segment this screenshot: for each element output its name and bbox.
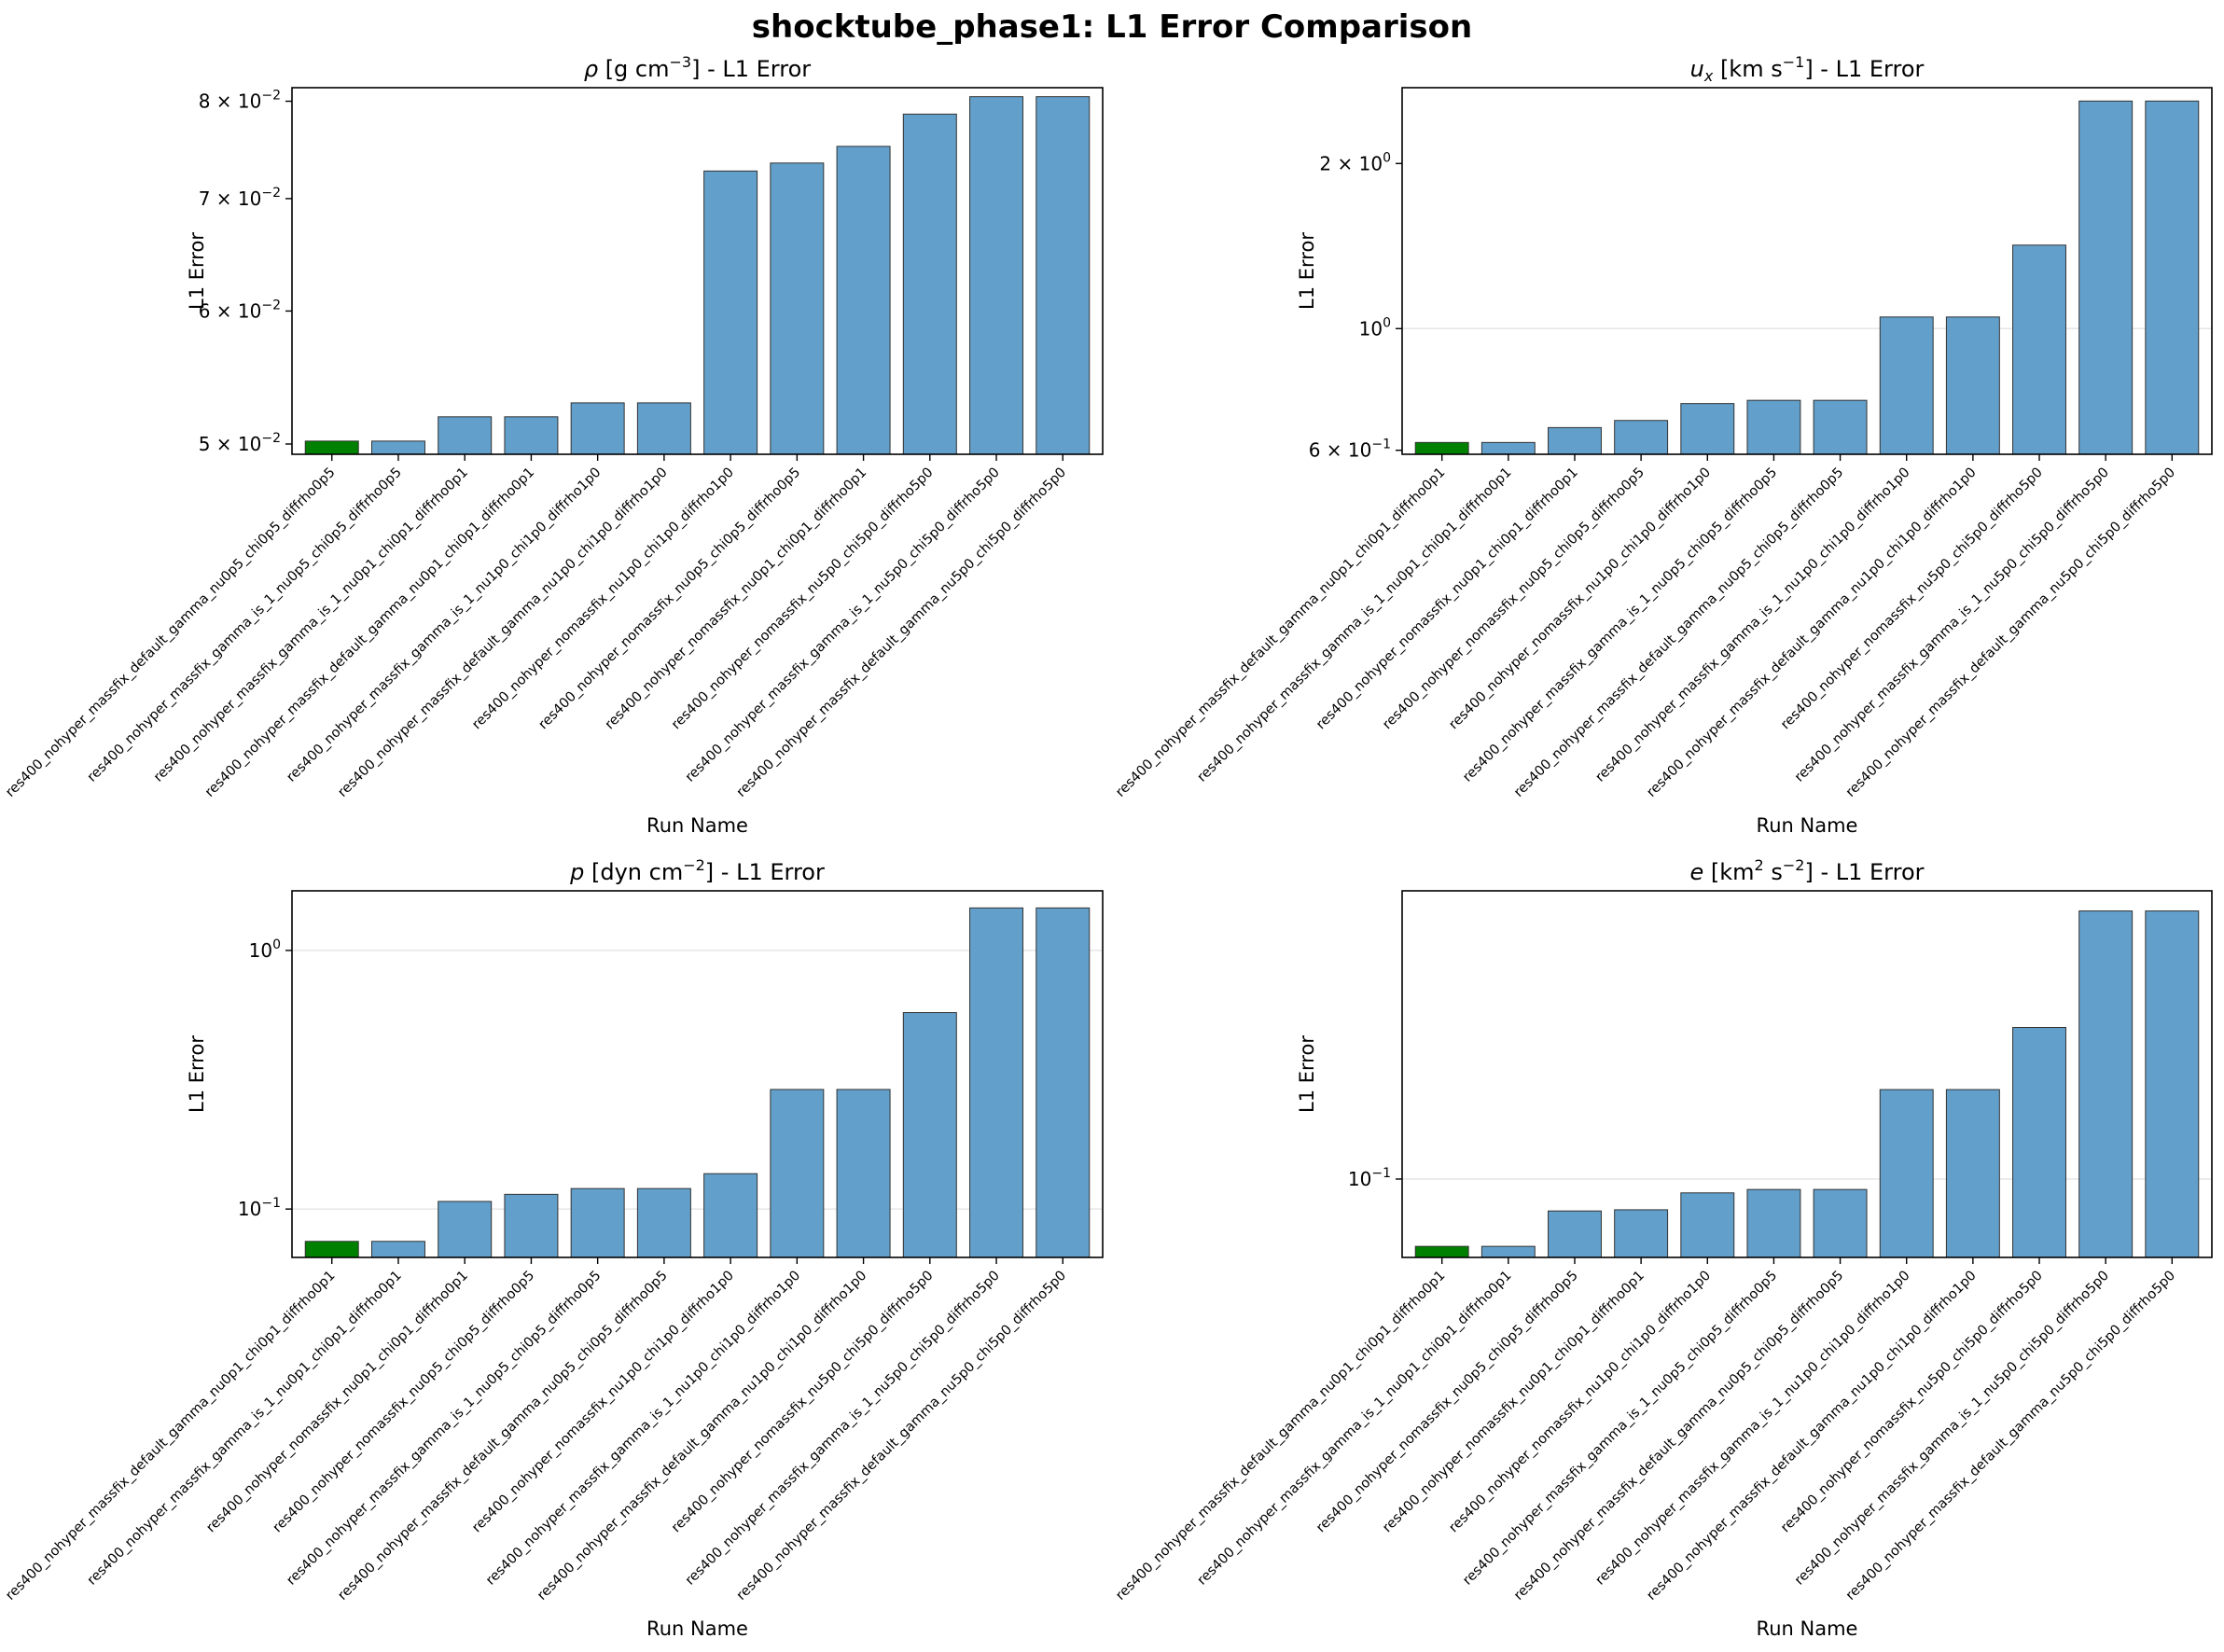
y-tick-label: 100 — [249, 937, 281, 962]
bar-1 — [304, 1241, 359, 1258]
bar-4 — [1614, 420, 1669, 455]
bar-4 — [504, 416, 559, 455]
bar-10 — [902, 1012, 957, 1258]
bar-9 — [836, 146, 891, 455]
bar-8 — [1879, 1089, 1934, 1258]
axes-frame — [291, 890, 1104, 1258]
bar-3 — [438, 1201, 493, 1258]
subplot-title: e [km2 s−2] - L1 Error — [1689, 856, 1924, 885]
bar-10 — [902, 113, 957, 455]
y-tick-label: 5 × 10−2 — [199, 431, 281, 455]
bar-9 — [1945, 316, 2000, 455]
axes-frame — [1401, 890, 2213, 1258]
bar-1 — [304, 440, 359, 455]
bar-7 — [703, 170, 758, 455]
y-tick-label: 2 × 100 — [1319, 150, 1391, 174]
bar-6 — [636, 1187, 691, 1258]
bar-2 — [370, 1241, 425, 1258]
bar-6 — [1746, 399, 1801, 455]
y-tick-label: 7 × 10−2 — [199, 186, 281, 210]
bar-5 — [1680, 403, 1735, 455]
bar-8 — [770, 162, 825, 455]
y-tick-label: 8 × 10−2 — [199, 89, 281, 113]
bar-10 — [2012, 244, 2066, 455]
bar-12 — [1036, 907, 1091, 1258]
bar-3 — [1548, 426, 1602, 455]
bar-7 — [1813, 1188, 1868, 1258]
bar-7 — [1813, 399, 1868, 455]
y-axis-label: L1 Error — [186, 1035, 208, 1113]
x-axis-label: Run Name — [646, 1617, 748, 1640]
bar-4 — [1614, 1209, 1669, 1258]
subplot-title: p [dyn cm−2] - L1 Error — [569, 856, 825, 885]
y-axis-label: L1 Error — [1296, 1035, 1318, 1113]
x-axis-label: Run Name — [646, 814, 748, 837]
y-tick-label: 10−1 — [238, 1196, 281, 1220]
y-axis-label: L1 Error — [186, 232, 208, 310]
bar-6 — [1746, 1188, 1801, 1258]
bar-11 — [969, 907, 1024, 1258]
bar-5 — [1680, 1192, 1735, 1258]
bar-9 — [1945, 1089, 2000, 1258]
bar-3 — [438, 416, 493, 455]
bar-7 — [703, 1173, 758, 1258]
bar-4 — [504, 1193, 559, 1258]
subplot-title: ux [km s−1] - L1 Error — [1690, 53, 1925, 85]
y-tick-label: 6 × 10−1 — [1309, 437, 1391, 462]
bar-2 — [370, 440, 425, 455]
y-axis-label: L1 Error — [1296, 232, 1318, 310]
bar-6 — [636, 402, 691, 455]
bar-9 — [836, 1089, 891, 1258]
bar-11 — [2078, 910, 2134, 1258]
bar-3 — [1548, 1210, 1602, 1258]
bar-5 — [570, 1187, 625, 1258]
y-tick-label: 6 × 10−2 — [199, 298, 281, 322]
bar-8 — [770, 1089, 825, 1258]
y-tick-label: 10−1 — [1348, 1166, 1391, 1190]
x-axis-label: Run Name — [1757, 1617, 1858, 1640]
bar-12 — [1036, 96, 1091, 455]
bar-11 — [2078, 100, 2134, 455]
bar-2 — [1480, 1245, 1536, 1258]
x-axis-label: Run Name — [1757, 814, 1858, 837]
bar-10 — [2012, 1027, 2066, 1258]
bar-12 — [2145, 100, 2200, 455]
axes-frame — [291, 87, 1104, 455]
bar-1 — [1414, 1245, 1469, 1258]
bar-8 — [1879, 316, 1934, 455]
axes-frame — [1401, 87, 2213, 455]
bar-2 — [1480, 441, 1536, 455]
bar-12 — [2145, 910, 2200, 1258]
bar-11 — [969, 96, 1024, 455]
bar-1 — [1414, 441, 1469, 455]
subplot-title: ρ [g cm−3] - L1 Error — [584, 53, 811, 82]
bar-5 — [570, 402, 625, 455]
y-tick-label: 100 — [1359, 315, 1391, 340]
figure-title: shocktube_phase1: L1 Error Comparison — [752, 8, 1472, 46]
